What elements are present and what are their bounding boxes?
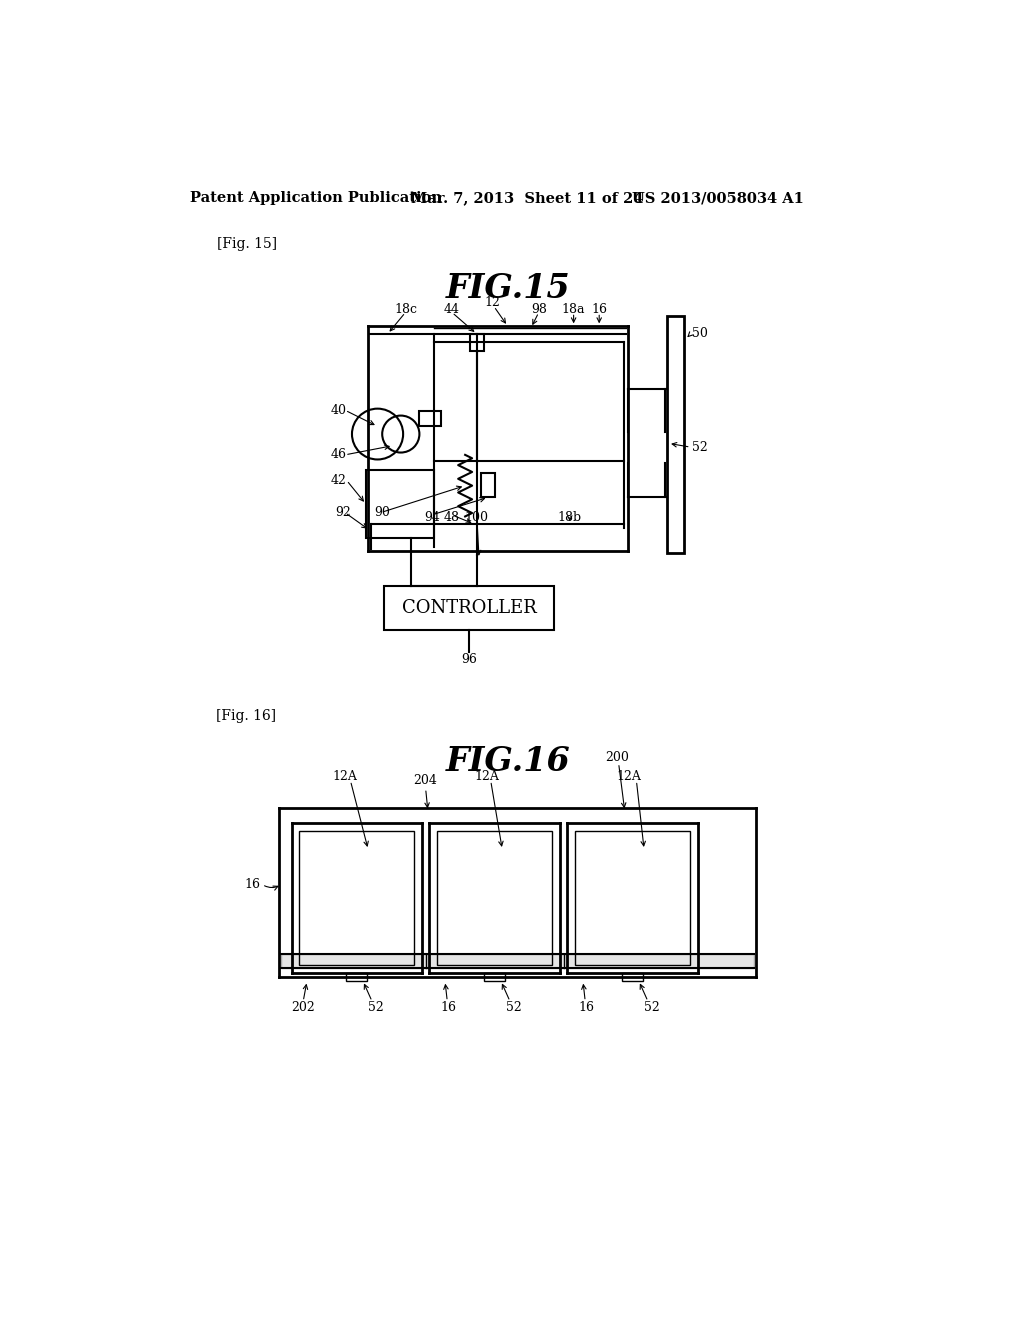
Text: 94: 94 bbox=[424, 511, 439, 524]
Text: 50: 50 bbox=[692, 327, 708, 341]
Text: 204: 204 bbox=[414, 774, 437, 787]
Bar bbox=[575, 830, 690, 965]
Text: 12A: 12A bbox=[474, 770, 500, 783]
Bar bbox=[667, 317, 684, 553]
Text: 52: 52 bbox=[692, 441, 708, 454]
Text: [Fig. 15]: [Fig. 15] bbox=[217, 238, 278, 251]
Bar bbox=[470, 334, 483, 351]
Text: 18b: 18b bbox=[558, 511, 582, 524]
Text: 200: 200 bbox=[605, 751, 629, 764]
Text: 46: 46 bbox=[331, 449, 347, 462]
Text: 18a: 18a bbox=[562, 302, 586, 315]
Text: FIG.15: FIG.15 bbox=[445, 272, 570, 305]
Text: 52: 52 bbox=[506, 1001, 522, 1014]
Bar bbox=[437, 830, 552, 965]
Text: 16: 16 bbox=[244, 878, 260, 891]
Text: CONTROLLER: CONTROLLER bbox=[401, 599, 537, 616]
Text: [Fig. 16]: [Fig. 16] bbox=[216, 709, 275, 723]
Text: 92: 92 bbox=[335, 506, 350, 519]
Text: 52: 52 bbox=[644, 1001, 659, 1014]
Bar bbox=[384, 586, 554, 631]
Bar bbox=[622, 973, 643, 981]
Bar bbox=[299, 830, 414, 965]
Text: 16: 16 bbox=[441, 1001, 457, 1014]
Text: US 2013/0058034 A1: US 2013/0058034 A1 bbox=[632, 191, 804, 206]
Text: 16: 16 bbox=[579, 1001, 595, 1014]
Text: 12A: 12A bbox=[333, 770, 357, 783]
Bar bbox=[281, 954, 755, 968]
Text: 18c: 18c bbox=[394, 302, 417, 315]
Text: 16: 16 bbox=[591, 302, 607, 315]
Bar bbox=[481, 473, 496, 498]
Text: Patent Application Publication: Patent Application Publication bbox=[190, 191, 442, 206]
Text: 12: 12 bbox=[484, 296, 500, 309]
Text: 52: 52 bbox=[368, 1001, 384, 1014]
Text: 96: 96 bbox=[461, 653, 477, 667]
Bar bbox=[366, 470, 434, 539]
Text: 90: 90 bbox=[375, 506, 390, 519]
Text: 42: 42 bbox=[331, 474, 347, 487]
Text: 44: 44 bbox=[444, 302, 460, 315]
Text: 48: 48 bbox=[444, 511, 460, 524]
Text: 40: 40 bbox=[331, 404, 347, 417]
Text: 202: 202 bbox=[291, 1001, 315, 1014]
Bar bbox=[346, 973, 368, 981]
Text: Mar. 7, 2013  Sheet 11 of 24: Mar. 7, 2013 Sheet 11 of 24 bbox=[411, 191, 643, 206]
Text: FIG.16: FIG.16 bbox=[445, 744, 570, 779]
Bar bbox=[420, 411, 441, 426]
Text: 100: 100 bbox=[465, 511, 488, 524]
Text: 12A: 12A bbox=[616, 770, 641, 783]
Bar bbox=[483, 973, 506, 981]
Text: 98: 98 bbox=[530, 302, 547, 315]
